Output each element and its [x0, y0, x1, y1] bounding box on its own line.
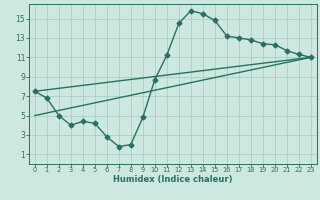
X-axis label: Humidex (Indice chaleur): Humidex (Indice chaleur) [113, 175, 233, 184]
